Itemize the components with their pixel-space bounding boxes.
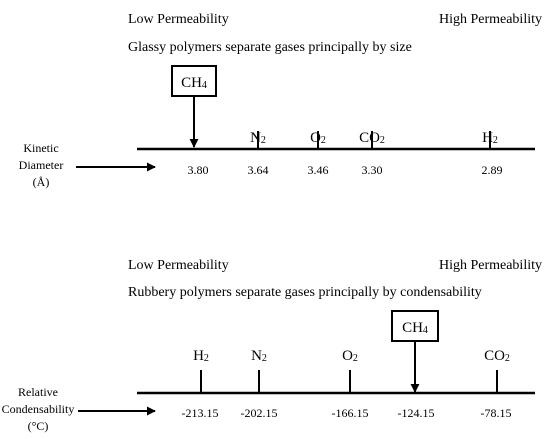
value-o2: 3.46 (308, 163, 329, 177)
high-permeability-label: High Permeability (439, 12, 542, 27)
glassy-panel: Low Permeability High Permeability Glass… (19, 12, 542, 189)
gas-label-n2: N2 (251, 348, 267, 364)
axis-caption-line-2: Diameter (19, 158, 64, 172)
panel-subtitle: Rubbery polymers separate gases principa… (128, 285, 482, 300)
axis-caption-line-1: Kinetic (23, 141, 58, 155)
value-h2: -213.15 (182, 406, 219, 420)
gas-label-h2: H2 (482, 130, 498, 146)
axis-caption-line-3: (Å) (33, 175, 50, 189)
low-permeability-label: Low Permeability (128, 258, 229, 273)
gas-label-o2: O2 (342, 348, 358, 364)
value-ch4: 3.80 (188, 163, 209, 177)
value-co2: -78.15 (481, 406, 512, 420)
value-co2: 3.30 (362, 163, 383, 177)
highlighted-gas-label: CH4 (402, 320, 428, 336)
gas-label-o2: O2 (310, 130, 326, 146)
low-permeability-label: Low Permeability (128, 12, 229, 27)
gas-label-co2: CO2 (484, 348, 510, 364)
rubbery-panel: Low Permeability High Permeability Rubbe… (2, 258, 542, 433)
value-n2: -202.15 (241, 406, 278, 420)
value-n2: 3.64 (248, 163, 269, 177)
gas-label-co2: CO2 (359, 130, 385, 146)
highlighted-gas-label: CH4 (181, 75, 207, 91)
value-ch4: -124.15 (398, 406, 435, 420)
axis-caption-line-1: Relative (18, 385, 58, 399)
axis-caption-line-3: (°C) (28, 419, 49, 433)
axis-caption-line-2: Condensability (2, 402, 75, 416)
panel-subtitle: Glassy polymers separate gases principal… (128, 40, 412, 55)
gas-label-n2: N2 (250, 130, 266, 146)
gas-label-h2: H2 (193, 348, 209, 364)
value-h2: 2.89 (482, 163, 503, 177)
value-o2: -166.15 (332, 406, 369, 420)
high-permeability-label: High Permeability (439, 258, 542, 273)
